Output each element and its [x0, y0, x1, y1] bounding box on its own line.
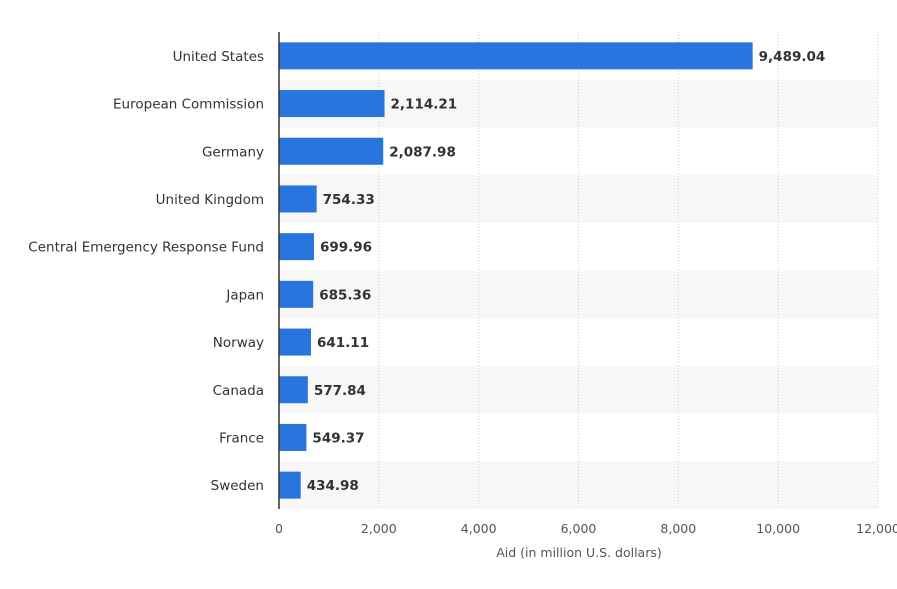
value-label: 685.36: [319, 287, 371, 303]
bar[interactable]: [279, 42, 753, 70]
category-label: France: [219, 430, 264, 446]
bar[interactable]: [279, 137, 384, 165]
labels-group: 0 2,000 4,000 6,000 8,000 10,000 12,000 United …: [28, 49, 897, 536]
category-label: Japan: [225, 287, 264, 303]
category-label: Germany: [202, 144, 264, 160]
value-label: 699.96: [320, 240, 372, 256]
value-label: 2,087.98: [389, 144, 456, 160]
x-tick-label: 4,000: [461, 521, 497, 536]
category-label: Central Emergency Response Fund: [28, 240, 264, 256]
value-label: 434.98: [307, 478, 359, 494]
x-tick-label: 12,000: [856, 521, 897, 536]
x-axis-title: Aid (in million U.S. dollars): [496, 545, 662, 560]
category-label: United Kingdom: [156, 192, 264, 208]
bar[interactable]: [279, 280, 314, 308]
category-label: Sweden: [211, 478, 264, 494]
bar[interactable]: [279, 471, 301, 499]
x-tick-label: 6,000: [561, 521, 597, 536]
bar[interactable]: [279, 423, 307, 451]
value-label: 9,489.04: [759, 49, 826, 65]
value-label: 754.33: [323, 192, 375, 208]
value-label: 2,114.21: [391, 97, 458, 113]
category-label: Canada: [213, 383, 264, 399]
x-tick-label: 10,000: [756, 521, 800, 536]
bar[interactable]: [279, 90, 385, 118]
row-band: [279, 175, 878, 223]
category-label: European Commission: [113, 97, 264, 113]
x-tick-label: 2,000: [361, 521, 397, 536]
x-tick-label: 8,000: [660, 521, 696, 536]
bar[interactable]: [279, 328, 312, 356]
category-label: United States: [173, 49, 264, 65]
value-label: 549.37: [312, 430, 364, 446]
value-label: 577.84: [314, 383, 366, 399]
value-label: 641.11: [317, 335, 369, 351]
bar[interactable]: [279, 233, 314, 261]
bar[interactable]: [279, 376, 308, 404]
x-tick-label: 0: [275, 521, 283, 536]
bar[interactable]: [279, 185, 317, 213]
bars-group: [279, 42, 753, 499]
category-label: Norway: [213, 335, 264, 351]
